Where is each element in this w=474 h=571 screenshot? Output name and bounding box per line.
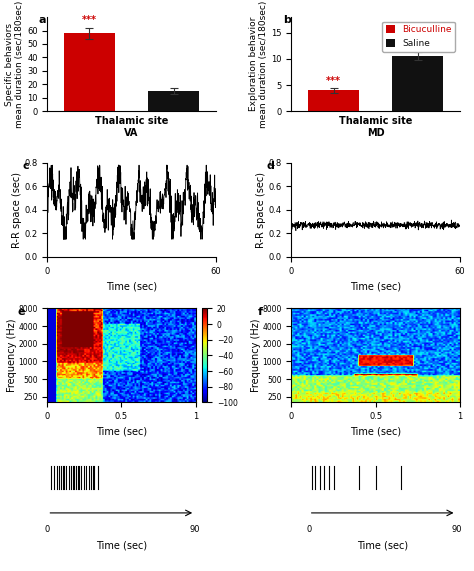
Text: a: a [39, 15, 46, 25]
Bar [392, 57, 443, 111]
Y-axis label: Frequency (Hz): Frequency (Hz) [251, 319, 261, 392]
Text: c: c [22, 161, 29, 171]
Text: f: f [258, 307, 263, 316]
Y-axis label: R-R space (sec): R-R space (sec) [255, 172, 266, 248]
Text: ***: *** [82, 15, 97, 25]
Text: 0: 0 [306, 525, 311, 534]
X-axis label: Time (sec): Time (sec) [350, 281, 401, 291]
Text: 0: 0 [45, 525, 50, 534]
Text: 90: 90 [190, 525, 201, 534]
Text: e: e [18, 307, 25, 316]
Bar [64, 33, 115, 111]
Y-axis label: Specific behaviors
mean duration (sec/180sec): Specific behaviors mean duration (sec/18… [5, 1, 24, 128]
X-axis label: Time (sec): Time (sec) [106, 281, 157, 291]
Y-axis label: Exploration behavior
mean duration (sec/180sec): Exploration behavior mean duration (sec/… [249, 1, 268, 128]
Text: d: d [266, 161, 274, 171]
Y-axis label: R-R space (sec): R-R space (sec) [12, 172, 22, 248]
Bar [308, 90, 359, 111]
Y-axis label: Frequency (Hz): Frequency (Hz) [7, 319, 17, 392]
Text: b: b [283, 15, 291, 25]
Text: 90: 90 [451, 525, 462, 534]
Text: Time (sec): Time (sec) [96, 540, 147, 550]
X-axis label: Time (sec): Time (sec) [96, 427, 147, 437]
Bar [148, 91, 199, 111]
Text: ***: *** [326, 76, 341, 86]
Text: Time (sec): Time (sec) [357, 540, 408, 550]
Legend: Bicuculline, Saline: Bicuculline, Saline [383, 22, 455, 51]
X-axis label: Time (sec): Time (sec) [350, 427, 401, 437]
